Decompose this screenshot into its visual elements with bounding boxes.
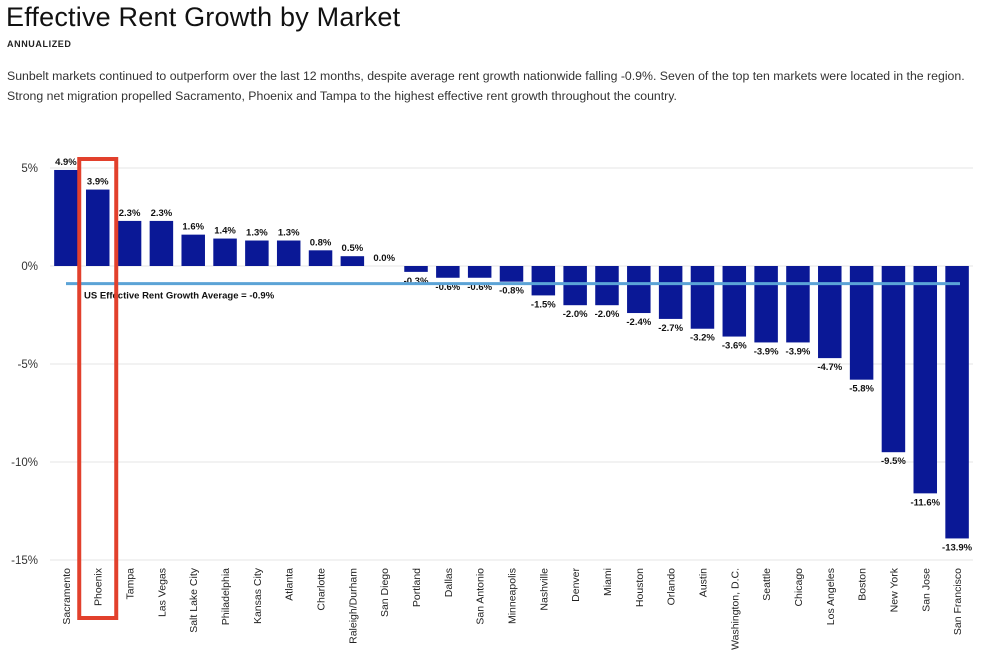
x-tick-label: Atlanta <box>284 568 296 601</box>
y-tick-label: -5% <box>18 359 38 371</box>
data-label: 0.8% <box>310 237 332 248</box>
bar <box>213 239 237 266</box>
x-tick-label: San Diego <box>379 568 391 617</box>
bar <box>882 266 906 452</box>
bar <box>595 266 619 305</box>
bar <box>532 266 556 295</box>
data-label: 0.5% <box>342 243 364 254</box>
x-tick-label: Tampa <box>125 568 137 600</box>
bar <box>500 266 524 282</box>
data-label: -3.2% <box>690 333 715 344</box>
x-tick-label: San Francisco <box>952 568 964 635</box>
data-label: -3.6% <box>722 341 747 352</box>
data-label: 1.3% <box>278 228 300 239</box>
bar <box>277 241 301 266</box>
x-tick-label: Charlotte <box>316 568 328 611</box>
data-label: -2.0% <box>595 309 620 320</box>
x-tick-label: Houston <box>634 568 646 607</box>
y-tick-label: -10% <box>11 457 38 469</box>
bar <box>723 266 747 337</box>
x-tick-label: Dallas <box>443 568 455 597</box>
bar <box>945 266 969 538</box>
data-label: -9.5% <box>881 456 906 467</box>
x-tick-label: Phoenix <box>93 567 105 606</box>
x-tick-label: Philadelphia <box>220 568 232 625</box>
x-tick-label: Seattle <box>761 568 773 601</box>
bar <box>691 266 715 329</box>
x-tick-label: Sacramento <box>61 568 73 625</box>
x-tick-label: San Jose <box>920 568 932 612</box>
bar <box>563 266 587 305</box>
bar <box>404 266 428 272</box>
bar <box>54 170 77 266</box>
bar <box>468 266 492 278</box>
x-tick-label: Kansas City <box>252 567 264 624</box>
x-tick-label: Las Vegas <box>156 568 168 617</box>
x-tick-label: Nashville <box>538 568 550 611</box>
y-tick-label: 5% <box>21 163 38 175</box>
x-tick-label: Boston <box>857 568 869 601</box>
x-tick-label: Denver <box>570 568 582 602</box>
bar <box>118 221 142 266</box>
x-tick-label: Washington, D.C. <box>729 568 741 650</box>
data-label: -3.9% <box>786 346 811 357</box>
bar <box>659 266 683 319</box>
data-label: 4.9% <box>55 157 77 168</box>
data-label: -0.8% <box>499 286 524 297</box>
bar <box>181 235 205 266</box>
data-label: 2.3% <box>151 208 173 219</box>
x-tick-label: New York <box>888 567 900 612</box>
data-label: -2.4% <box>626 317 651 328</box>
data-label: -0.3% <box>404 276 429 287</box>
bar <box>309 250 333 266</box>
data-label: -2.7% <box>658 323 683 334</box>
x-tick-label: Austin <box>697 568 709 597</box>
data-label: 1.3% <box>246 228 268 239</box>
data-label: -4.7% <box>817 362 842 373</box>
bar <box>245 241 269 266</box>
data-label: -13.9% <box>942 542 973 553</box>
average-line-label: US Effective Rent Growth Average = -0.9% <box>84 291 275 302</box>
bar <box>341 256 365 266</box>
bar <box>150 221 174 266</box>
data-label: -11.6% <box>910 497 940 508</box>
data-label: -3.9% <box>754 346 779 357</box>
x-tick-label: Orlando <box>666 568 678 606</box>
data-label: 3.9% <box>87 177 109 188</box>
bar <box>627 266 651 313</box>
x-tick-label: Minneapolis <box>507 568 519 624</box>
x-tick-label: Los Angeles <box>825 568 837 625</box>
data-label: 0.0% <box>373 253 395 264</box>
x-tick-label: Miami <box>602 568 614 596</box>
bar <box>754 266 778 342</box>
bar <box>436 266 460 278</box>
bar <box>86 190 110 266</box>
data-label: 1.6% <box>182 222 204 233</box>
data-label: -5.8% <box>849 384 874 395</box>
bar <box>914 266 938 493</box>
data-label: -2.0% <box>563 309 588 320</box>
bar-chart: 5% 0% -5% -10% -15% 4.9% Sacramento 3.9% Phoenix… <box>0 0 1000 669</box>
x-tick-label: Raleigh/Durham <box>347 568 359 644</box>
data-label: 2.3% <box>119 208 141 219</box>
bar <box>818 266 842 358</box>
data-label: -1.5% <box>531 299 556 310</box>
y-tick-label: 0% <box>21 261 38 273</box>
data-label: 1.4% <box>214 226 236 237</box>
bar <box>786 266 810 342</box>
x-tick-label: San Antonio <box>475 568 487 625</box>
x-tick-label: Portland <box>411 568 423 607</box>
x-tick-label: Salt Lake City <box>188 567 200 633</box>
x-tick-label: Chicago <box>793 568 805 607</box>
y-tick-label: -15% <box>11 555 38 567</box>
